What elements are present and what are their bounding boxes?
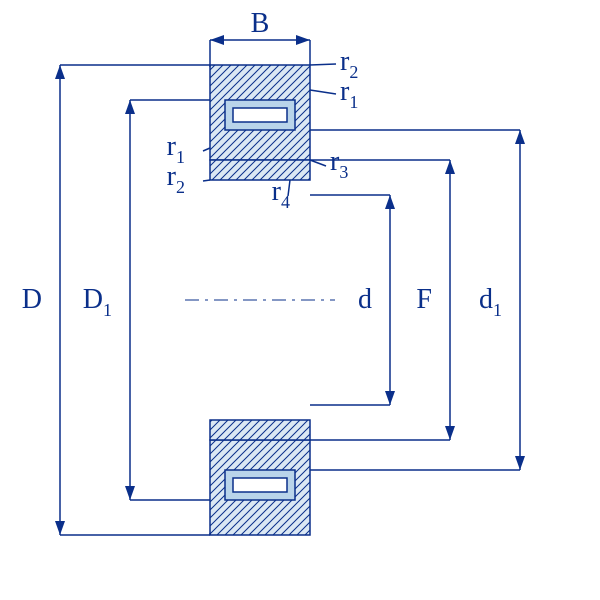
svg-text:D1: D1: [83, 284, 112, 320]
svg-text:D: D: [22, 284, 42, 315]
svg-text:r3: r3: [330, 146, 348, 182]
svg-text:d1: d1: [479, 284, 502, 320]
svg-text:F: F: [416, 284, 432, 315]
svg-text:d: d: [358, 284, 372, 315]
svg-text:r4: r4: [272, 176, 290, 212]
svg-text:B: B: [251, 8, 270, 39]
bearing-cross-section-diagram: BDD1dFd1r2r1r1r2r3r4: [22, 8, 525, 535]
